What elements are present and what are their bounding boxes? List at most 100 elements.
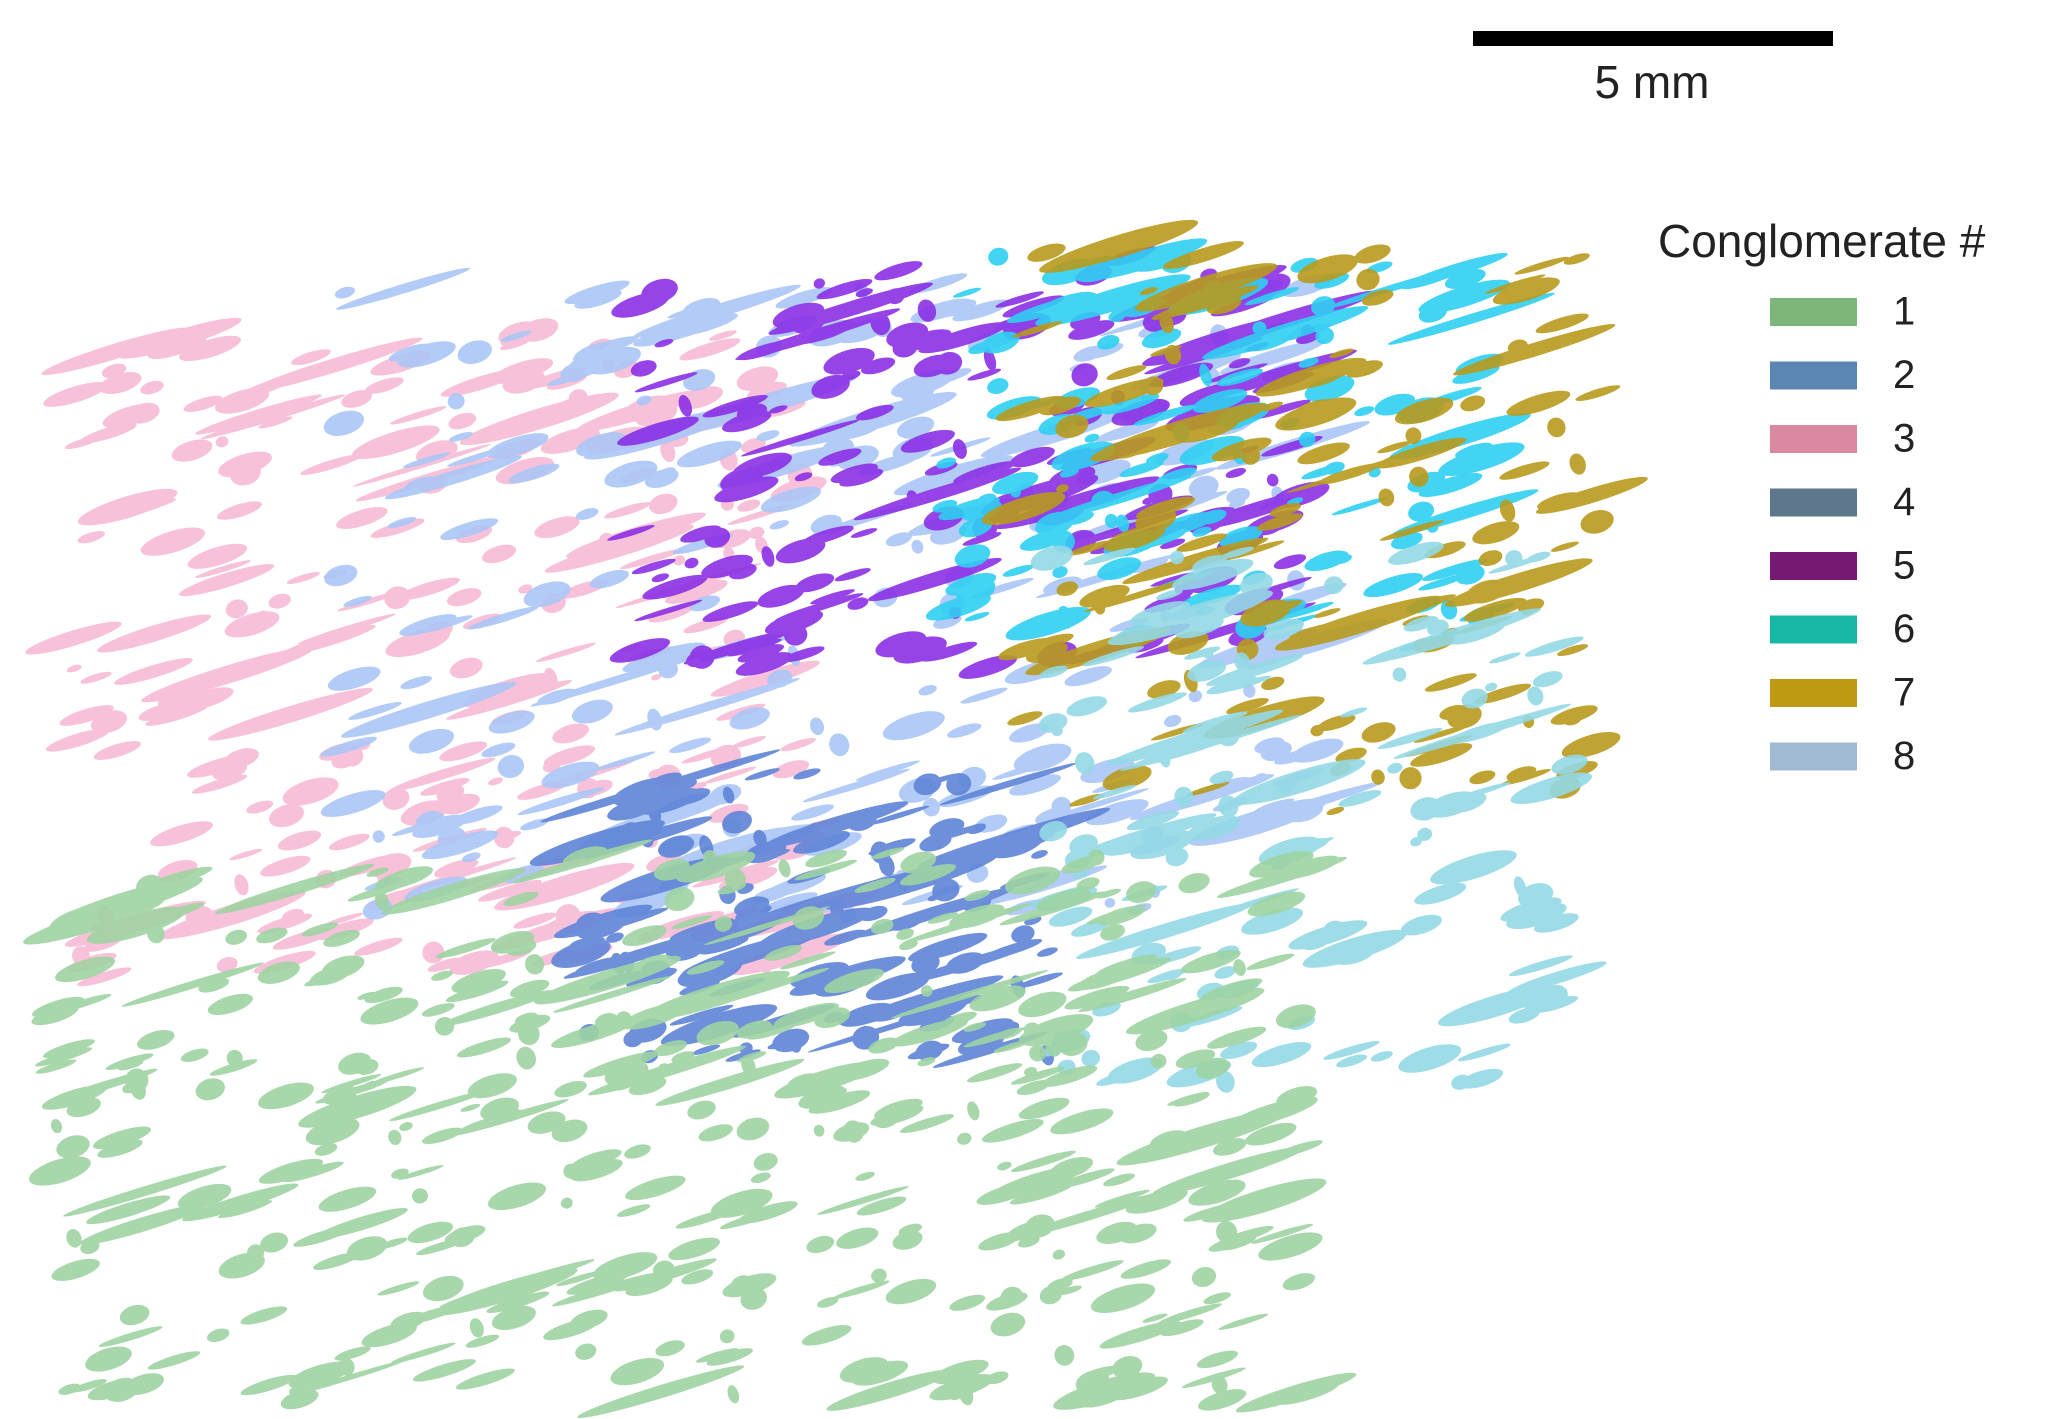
streak [992,471,1039,495]
streak [1158,1303,1222,1325]
streak [823,347,875,375]
streak [1438,442,1525,476]
streak [1377,441,1412,454]
streak [1139,287,1158,296]
streak [1326,806,1345,816]
streak [1142,1313,1168,1323]
streak [560,362,589,383]
streak [315,918,374,941]
streak [1514,256,1569,275]
streak [25,621,122,655]
streak [92,1126,152,1150]
streak [850,528,878,538]
streak [440,518,499,541]
streak [54,956,116,983]
streak [352,444,491,487]
streak [323,410,365,436]
streak [704,766,757,784]
streak [334,1346,371,1361]
streak [234,874,249,896]
legend-title: Conglomerate # [1658,215,1986,267]
streak [1533,996,1579,1013]
streak [623,1030,644,1048]
streak [1018,991,1067,1018]
streak [1091,490,1114,509]
streak [102,403,157,428]
streak [855,288,873,298]
streak [258,1082,314,1110]
streak [147,337,200,359]
streak [696,1020,739,1046]
streak [595,751,656,771]
streak [834,568,871,582]
streak [321,1074,382,1094]
streak [787,1073,820,1091]
streak [1323,576,1344,595]
streak [851,1360,909,1386]
streak [1403,615,1439,632]
streak [957,1132,972,1145]
streak [1226,697,1269,715]
streak [1005,866,1061,895]
streak [756,431,773,441]
streak [614,678,800,736]
streak [759,892,818,914]
streak [1398,1044,1462,1073]
streak [90,710,128,734]
streak [664,579,728,604]
streak [674,313,738,336]
streak [775,287,834,309]
streak [967,1101,980,1121]
streak [1250,1223,1314,1244]
streak [1120,1259,1172,1279]
legend-swatch [1770,552,1857,580]
streak [736,1117,770,1141]
streak [1151,1146,1305,1196]
streak [932,1359,989,1385]
streak [1197,1389,1247,1411]
streak [1241,599,1303,622]
streak [577,1365,745,1418]
scale-bar-label: 5 mm [1595,56,1710,108]
streak [195,560,251,579]
streak [855,760,920,781]
streak [818,448,862,466]
streak [246,337,423,393]
streak [1524,636,1584,657]
streak [995,291,1045,308]
streak [651,573,669,583]
streak [1246,953,1295,971]
streak [631,558,676,575]
streak [1017,1236,1040,1248]
streak [1331,496,1390,516]
streak [314,1143,338,1156]
streak [412,814,468,838]
streak [554,1080,587,1098]
streak [1187,659,1227,682]
streak [1492,277,1560,305]
streak [702,394,768,418]
streak [388,1129,402,1146]
streak [412,1188,428,1204]
streak [1251,1042,1312,1068]
streak [1580,510,1614,534]
streak [286,572,320,584]
streak [456,1037,512,1058]
streak [387,517,417,529]
streak [679,979,720,996]
streak [855,404,894,421]
streak [585,346,641,375]
streak [637,788,700,815]
streak [1532,671,1563,688]
streak [829,733,850,757]
streak [816,278,873,300]
streak [1409,466,1429,487]
streak [1474,683,1531,704]
streak [1064,666,1112,687]
streak [1135,496,1196,519]
streak [540,427,600,454]
streak [293,1226,351,1247]
streak [1099,1320,1181,1349]
streak [257,961,300,984]
streak [911,953,940,975]
